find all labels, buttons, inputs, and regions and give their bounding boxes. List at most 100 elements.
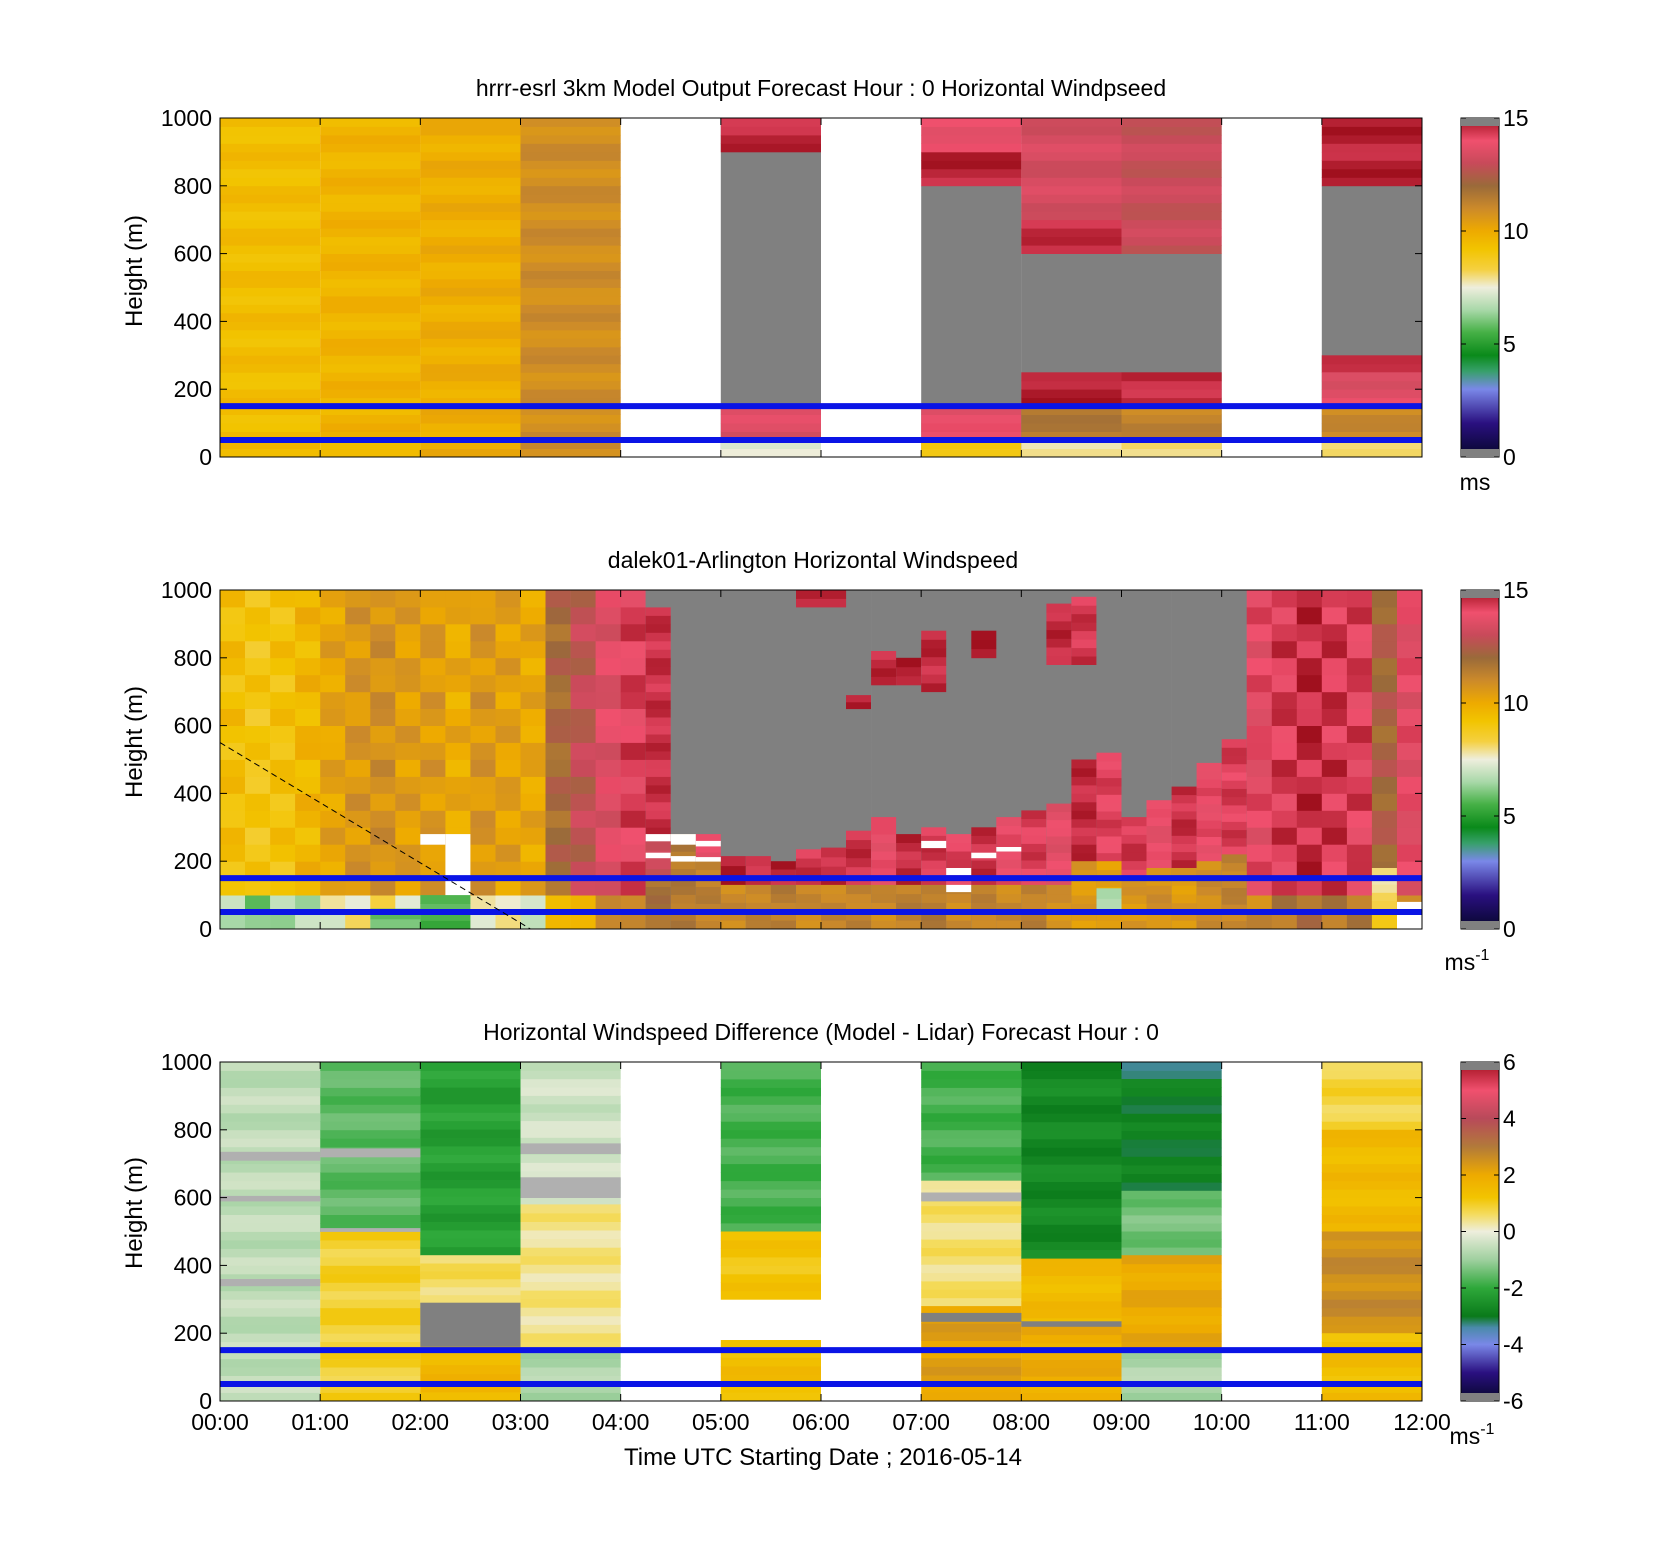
heatmap-cell xyxy=(520,1204,621,1214)
heatmap-cell xyxy=(946,623,972,642)
heatmap-cell xyxy=(495,759,521,777)
colorbar-tick-label: -2 xyxy=(1503,1275,1523,1301)
heatmap-cell xyxy=(1296,590,1323,608)
heatmap-cell xyxy=(896,666,922,677)
x-tick-label: 03:00 xyxy=(492,1409,550,1435)
heatmap-cell xyxy=(470,691,496,709)
heatmap-cell xyxy=(695,840,721,847)
heatmap-cell xyxy=(1171,811,1197,820)
heatmap-cell xyxy=(470,759,496,777)
heatmap-cell xyxy=(1146,885,1172,895)
heatmap-cell xyxy=(1146,674,1172,693)
heatmap-cell xyxy=(1221,755,1247,765)
heatmap-cell xyxy=(520,1095,621,1105)
heatmap-cell xyxy=(1397,844,1423,862)
heatmap-cell xyxy=(720,827,747,845)
heatmap-cell xyxy=(796,827,822,845)
heatmap-cell xyxy=(670,903,696,913)
heatmap-cell xyxy=(520,321,621,331)
heatmap-cell xyxy=(670,590,697,608)
heatmap-cell xyxy=(1246,640,1273,659)
heatmap-cell xyxy=(921,1155,1022,1165)
heatmap-cell xyxy=(896,742,922,760)
heatmap-cell xyxy=(1121,825,1147,835)
heatmap-cell xyxy=(1221,772,1247,781)
heatmap-cell xyxy=(695,920,721,930)
heatmap-cell xyxy=(345,725,371,743)
heatmap-cell xyxy=(1046,811,1072,821)
heatmap-cell xyxy=(921,1349,1022,1359)
heatmap-cell xyxy=(1021,1121,1122,1131)
heatmap-cell xyxy=(520,623,546,642)
heatmap-cell xyxy=(921,759,947,777)
heatmap-cell xyxy=(220,708,246,726)
heatmap-cell xyxy=(1046,590,1072,608)
heatmap-cell xyxy=(1021,1292,1122,1302)
heatmap-cell xyxy=(720,1348,821,1358)
heatmap-cell xyxy=(645,742,671,752)
heatmap-cell xyxy=(320,1095,421,1105)
heatmap-cell xyxy=(470,657,496,676)
heatmap-cell xyxy=(1296,742,1323,760)
heatmap-cell xyxy=(695,810,722,828)
colorbar-tick-label: 0 xyxy=(1503,1219,1516,1245)
heatmap-cell xyxy=(670,834,696,845)
heatmap-cell xyxy=(1096,861,1122,871)
heatmap-cell xyxy=(871,623,897,642)
heatmap-cell xyxy=(1071,827,1097,837)
heatmap-cell xyxy=(295,776,321,794)
heatmap-cell xyxy=(1021,1215,1122,1225)
heatmap-cell xyxy=(1371,759,1398,777)
heatmap-cell xyxy=(520,1281,621,1291)
heatmap-cell xyxy=(1196,878,1222,887)
heatmap-cell xyxy=(1046,759,1072,777)
heatmap-cell xyxy=(821,607,847,625)
heatmap-cell xyxy=(1021,1190,1122,1200)
heatmap-cell xyxy=(1196,861,1222,871)
heatmap-cell xyxy=(645,784,671,794)
heatmap-cell xyxy=(270,793,296,811)
heatmap-cell xyxy=(520,1120,621,1130)
y-tick-label: 200 xyxy=(174,376,212,402)
heatmap-cell xyxy=(1171,742,1197,760)
heatmap-cell xyxy=(495,657,521,676)
heatmap-cell xyxy=(445,708,471,726)
heatmap-cell xyxy=(220,1299,321,1309)
heatmap-cell xyxy=(220,1195,321,1202)
heatmap-cell xyxy=(1321,1180,1422,1190)
heatmap-cell xyxy=(921,1247,1022,1257)
heatmap-cell xyxy=(370,640,396,659)
heatmap-cell xyxy=(1171,640,1197,659)
heatmap-cell xyxy=(1096,819,1122,829)
heatmap-cell xyxy=(1371,640,1398,659)
heatmap-cell xyxy=(921,607,947,625)
heatmap-cell xyxy=(395,895,421,913)
heatmap-cell xyxy=(570,827,596,845)
heatmap-cell xyxy=(420,903,471,913)
heatmap-cell xyxy=(1071,810,1097,820)
heatmap-cell xyxy=(1096,691,1122,709)
heatmap-cell xyxy=(545,895,571,913)
heatmap-cell xyxy=(420,793,446,811)
heatmap-cell xyxy=(921,1383,1022,1393)
heatmap-cell xyxy=(1171,786,1197,796)
heatmap-cell xyxy=(1196,742,1222,760)
heatmap-cell xyxy=(796,691,822,709)
heatmap-cell xyxy=(645,717,671,726)
heatmap-cell xyxy=(420,363,521,373)
heatmap-cell xyxy=(370,827,396,845)
heatmap-cell xyxy=(570,657,596,676)
heatmap-cell xyxy=(846,674,872,693)
heatmap-cell xyxy=(1321,878,1348,896)
heatmap-cell xyxy=(1121,1263,1222,1273)
heatmap-cell xyxy=(1121,397,1222,407)
heatmap-cell xyxy=(1071,886,1097,896)
heatmap-cell xyxy=(270,759,296,777)
heatmap-cell xyxy=(1071,835,1097,845)
heatmap-cell xyxy=(320,143,421,153)
heatmap-cell xyxy=(1321,1197,1422,1207)
heatmap-cell xyxy=(896,902,922,912)
heatmap-cell xyxy=(220,691,246,709)
heatmap-cell xyxy=(1021,1233,1122,1242)
heatmap-cell xyxy=(1296,759,1323,777)
